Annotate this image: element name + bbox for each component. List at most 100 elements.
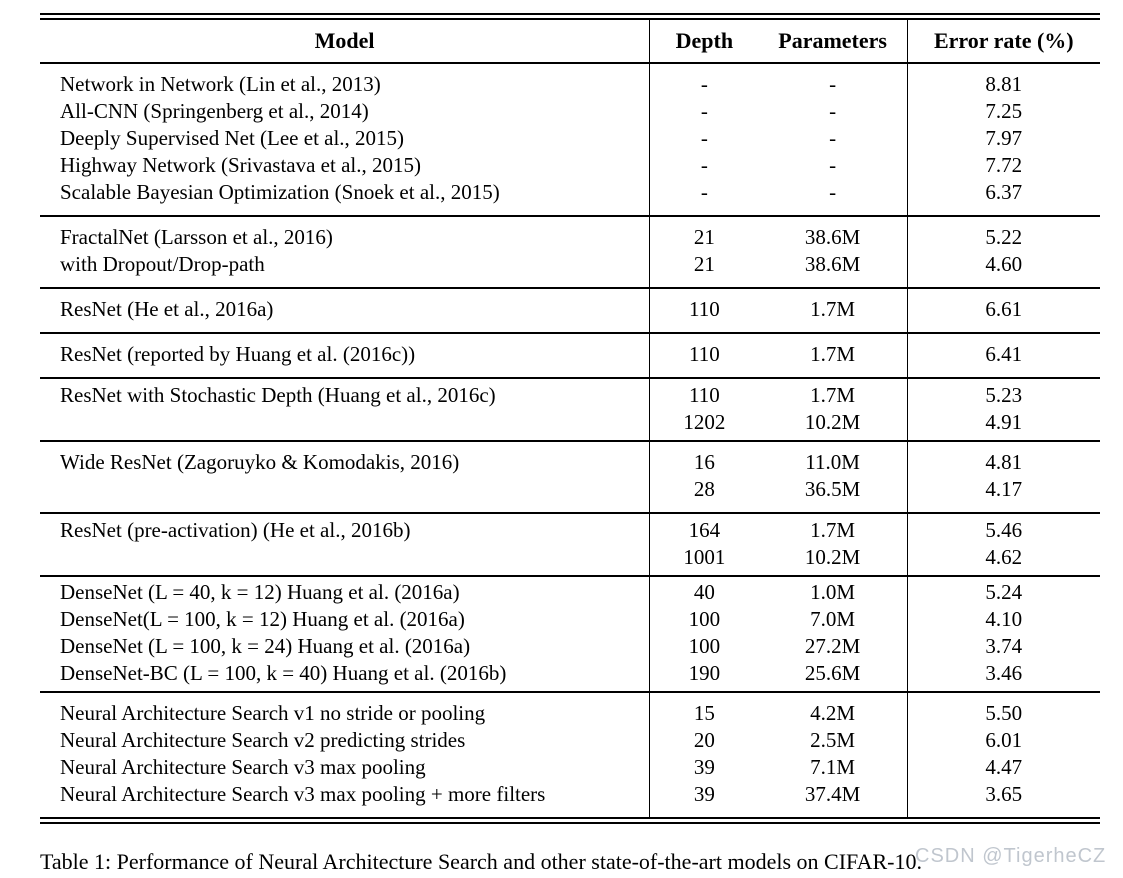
- cell-error-rate: 7.72: [906, 152, 1100, 179]
- cell-depth: 190: [649, 660, 759, 692]
- cell-parameters: 11.0M: [805, 450, 860, 474]
- table-row: Scalable Bayesian Optimization (Snoek et…: [40, 179, 1100, 216]
- cell-parameters: 1.7M: [810, 383, 856, 407]
- cell-model: [40, 544, 650, 576]
- watermark: CSDN @TigerheCZ: [915, 845, 1107, 867]
- cell-depth: 28: [649, 476, 759, 513]
- cell-model: ResNet (reported by Huang et al. (2016c)…: [60, 342, 416, 366]
- cell-depth: 1202: [649, 409, 759, 441]
- table-row: ResNet (pre-activation) (He et al., 2016…: [40, 513, 1100, 544]
- cell-error-rate: 4.91: [906, 409, 1100, 441]
- cell-error-rate: 5.50: [906, 692, 1100, 727]
- cell-model: FractalNet (Larsson et al., 2016): [60, 225, 333, 249]
- cell-error-rate: 6.01: [906, 727, 1100, 754]
- cell-model: ResNet with Stochastic Depth (Huang et a…: [60, 383, 496, 407]
- cell-parameters: 37.4M: [804, 782, 861, 806]
- cell-parameters: -: [829, 180, 837, 204]
- table-row: Highway Network (Srivastava et al., 2015…: [40, 152, 1100, 179]
- cell-model: Neural Architecture Search v3 max poolin…: [60, 782, 546, 806]
- cell-model: All-CNN (Springenberg et al., 2014): [60, 99, 369, 123]
- section-fractalnet: FractalNet (Larsson et al., 2016) 21 38.…: [40, 216, 1100, 288]
- cell-parameters: 10.2M: [804, 545, 861, 569]
- cell-depth: 1001: [649, 544, 759, 576]
- cell-parameters: 7.0M: [810, 607, 856, 631]
- cell-model: [40, 409, 650, 441]
- cell-depth: 21: [649, 216, 759, 251]
- table-row: ResNet (He et al., 2016a) 110 1.7M 6.61: [40, 288, 1100, 333]
- cell-depth: 110: [649, 378, 759, 409]
- cell-depth: 164: [649, 513, 759, 544]
- table-caption: Table 1: Performance of Neural Architect…: [40, 849, 923, 874]
- cell-model: Highway Network (Srivastava et al., 2015…: [60, 153, 421, 177]
- table-row: Deeply Supervised Net (Lee et al., 2015)…: [40, 125, 1100, 152]
- cell-parameters: 36.5M: [804, 477, 861, 501]
- table-row: Wide ResNet (Zagoruyko & Komodakis, 2016…: [40, 441, 1100, 476]
- table-row: DenseNet (L = 100, k = 24) Huang et al. …: [40, 633, 1100, 660]
- column-header-error-rate: Error rate (%): [906, 16, 1100, 64]
- results-table: Model Depth Parameters Error rate (%) Ne…: [40, 13, 1100, 824]
- cell-model: Network in Network (Lin et al., 2013): [60, 72, 381, 96]
- cell-error-rate: 8.81: [906, 63, 1100, 98]
- cell-error-rate: 5.24: [906, 576, 1100, 606]
- cell-depth: 16: [649, 441, 759, 476]
- cell-parameters: 1.7M: [810, 342, 856, 366]
- cell-parameters: 7.1M: [810, 755, 856, 779]
- cell-error-rate: 4.10: [906, 606, 1100, 633]
- cell-error-rate: 4.62: [906, 544, 1100, 576]
- cell-model: with Dropout/Drop-path: [60, 252, 265, 276]
- paper-table-figure: Model Depth Parameters Error rate (%) Ne…: [40, 13, 1100, 876]
- cell-model: Wide ResNet (Zagoruyko & Komodakis, 2016…: [60, 450, 460, 474]
- cell-depth: 40: [649, 576, 759, 606]
- cell-model: Scalable Bayesian Optimization (Snoek et…: [60, 180, 500, 204]
- cell-error-rate: 3.46: [906, 660, 1100, 692]
- table-row: All-CNN (Springenberg et al., 2014) - - …: [40, 98, 1100, 125]
- cell-model: Deeply Supervised Net (Lee et al., 2015): [60, 126, 405, 150]
- cell-depth: 39: [649, 781, 759, 821]
- cell-parameters: 1.7M: [810, 518, 856, 542]
- section-baselines: Network in Network (Lin et al., 2013) - …: [40, 63, 1100, 216]
- cell-depth: 20: [649, 727, 759, 754]
- cell-error-rate: 4.60: [906, 251, 1100, 288]
- cell-parameters: -: [829, 126, 837, 150]
- header-row: Model Depth Parameters Error rate (%): [40, 16, 1100, 64]
- cell-model: [40, 476, 650, 513]
- cell-error-rate: 3.74: [906, 633, 1100, 660]
- table-row: Neural Architecture Search v1 no stride …: [40, 692, 1100, 727]
- table-row: Neural Architecture Search v3 max poolin…: [40, 781, 1100, 821]
- column-header-parameters: Parameters: [758, 16, 908, 64]
- section-stochastic-depth: ResNet with Stochastic Depth (Huang et a…: [40, 378, 1100, 441]
- cell-error-rate: 6.61: [906, 288, 1100, 333]
- cell-depth: 39: [649, 754, 759, 781]
- cell-error-rate: 5.46: [906, 513, 1100, 544]
- cell-parameters: 4.2M: [810, 701, 856, 725]
- cell-depth: 110: [649, 333, 759, 378]
- cell-parameters: 38.6M: [804, 225, 861, 249]
- cell-depth: 21: [649, 251, 759, 288]
- table-row: Network in Network (Lin et al., 2013) - …: [40, 63, 1100, 98]
- table-row: FractalNet (Larsson et al., 2016) 21 38.…: [40, 216, 1100, 251]
- cell-model: DenseNet (L = 100, k = 24) Huang et al. …: [60, 634, 471, 658]
- cell-model: Neural Architecture Search v3 max poolin…: [60, 755, 426, 779]
- cell-depth: -: [649, 179, 759, 216]
- cell-error-rate: 7.97: [906, 125, 1100, 152]
- section-preactivation: ResNet (pre-activation) (He et al., 2016…: [40, 513, 1100, 576]
- cell-parameters: -: [829, 99, 837, 123]
- cell-parameters: 25.6M: [804, 661, 861, 685]
- column-header-model: Model: [40, 16, 650, 64]
- column-header-depth: Depth: [649, 16, 759, 64]
- table-row: DenseNet (L = 40, k = 12) Huang et al. (…: [40, 576, 1100, 606]
- cell-depth: -: [649, 98, 759, 125]
- cell-parameters: 10.2M: [804, 410, 861, 434]
- cell-parameters: 1.0M: [810, 580, 856, 604]
- cell-model: DenseNet-BC (L = 100, k = 40) Huang et a…: [60, 661, 507, 685]
- table-header: Model Depth Parameters Error rate (%): [40, 16, 1100, 64]
- table-row: with Dropout/Drop-path 21 38.6M 4.60: [40, 251, 1100, 288]
- cell-parameters: 2.5M: [810, 728, 856, 752]
- table-row: ResNet (reported by Huang et al. (2016c)…: [40, 333, 1100, 378]
- cell-parameters: -: [829, 72, 837, 96]
- cell-depth: -: [649, 63, 759, 98]
- cell-depth: 110: [649, 288, 759, 333]
- cell-model: Neural Architecture Search v2 predicting…: [60, 728, 466, 752]
- cell-model: Neural Architecture Search v1 no stride …: [60, 701, 486, 725]
